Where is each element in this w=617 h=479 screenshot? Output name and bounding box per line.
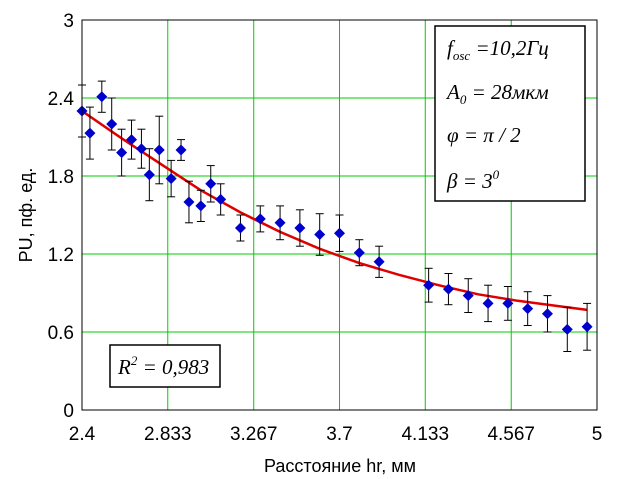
y-tick-labels: 0 0.6 1.2 1.8 2.4 3 [48, 11, 75, 422]
point-marker [314, 229, 326, 240]
data-point [234, 214, 246, 242]
data-point [106, 97, 118, 151]
point-marker [581, 321, 593, 333]
data-point [143, 148, 155, 202]
point-marker [541, 308, 553, 320]
data-point [135, 128, 147, 169]
data-point [373, 245, 385, 278]
x-tick-label: 4.133 [401, 424, 449, 445]
data-point [423, 267, 435, 303]
y-axis-label: PU, пф. ед. [16, 168, 36, 263]
x-tick-label: 5 [592, 424, 603, 445]
x-tick-label: 2.833 [144, 424, 192, 445]
point-marker [234, 222, 246, 234]
x-tick-label: 3.267 [230, 424, 278, 445]
data-point [353, 239, 365, 267]
param-frequency: fosc =10,2Гц [447, 36, 549, 63]
point-marker [274, 217, 286, 229]
data-point [502, 286, 514, 321]
param-beta: β = 30 [446, 167, 500, 193]
data-point [442, 273, 454, 306]
point-marker [373, 256, 385, 268]
point-marker [165, 173, 177, 185]
y-tick-label: 2.4 [48, 89, 75, 110]
point-marker [353, 247, 365, 259]
point-marker [143, 169, 155, 181]
data-point [462, 278, 474, 313]
fit-curve-group [81, 109, 588, 312]
data-point [175, 139, 187, 161]
data-point [153, 115, 165, 185]
data-point [195, 189, 207, 222]
point-marker [116, 147, 128, 159]
point-marker [294, 222, 306, 234]
point-marker [183, 196, 195, 208]
point-marker [126, 134, 138, 146]
point-marker [482, 297, 494, 309]
params-annotation: fosc =10,2Гц A0 = 28мкм φ = π / 2 β = 30 [434, 25, 586, 202]
point-marker [442, 283, 454, 295]
data-point [334, 214, 345, 252]
y-tick-label: 0.6 [48, 323, 74, 344]
data-point [541, 295, 553, 333]
point-marker [502, 297, 514, 309]
y-tick-label: 0 [63, 401, 74, 422]
y-tick-label: 1.8 [48, 167, 74, 188]
point-marker [462, 290, 474, 302]
data-point [294, 209, 306, 247]
x-tick-labels: 2.4 2.833 3.267 3.7 4.133 4.567 5 [69, 424, 603, 445]
r2-box [109, 344, 221, 388]
point-marker [84, 127, 96, 139]
data-point [522, 291, 534, 326]
point-marker [215, 193, 227, 205]
data-point [96, 80, 108, 113]
point-marker [423, 279, 435, 291]
point-marker [205, 178, 217, 190]
point-marker [106, 118, 118, 130]
r2-value: R2 = 0,983 [117, 353, 209, 379]
x-tick-label: 4.567 [487, 424, 535, 445]
x-tick-label: 2.4 [69, 424, 96, 445]
point-marker [561, 323, 573, 335]
data-point [482, 284, 494, 323]
data-point [84, 106, 96, 160]
point-marker [254, 213, 266, 225]
point-marker [522, 303, 534, 315]
y-tick-label: 3 [63, 11, 74, 32]
data-point [274, 205, 286, 241]
data-point [215, 183, 227, 216]
data-point [581, 302, 593, 351]
data-point [183, 180, 195, 224]
data-points [76, 80, 593, 352]
data-point [126, 119, 138, 160]
param-phase: φ = π / 2 [447, 123, 521, 147]
data-point [314, 213, 326, 256]
r2-annotation: R2 = 0,983 [109, 344, 221, 388]
point-marker [175, 144, 187, 156]
data-point [165, 159, 177, 198]
x-axis-label: Расстояние hr, мм [264, 456, 416, 476]
point-marker [334, 227, 345, 239]
point-marker [195, 200, 207, 212]
y-tick-label: 1.2 [48, 245, 74, 266]
params-box [434, 25, 586, 202]
point-marker [135, 143, 147, 155]
data-point [205, 165, 217, 203]
point-marker [153, 144, 165, 156]
param-amplitude: A0 = 28мкм [445, 80, 549, 107]
point-marker [96, 91, 108, 103]
data-point [254, 205, 266, 233]
data-point [561, 306, 573, 352]
plot-frame [81, 19, 598, 411]
fit-curve [81, 109, 588, 312]
x-tick-label: 3.7 [326, 424, 352, 445]
data-point [116, 128, 128, 177]
